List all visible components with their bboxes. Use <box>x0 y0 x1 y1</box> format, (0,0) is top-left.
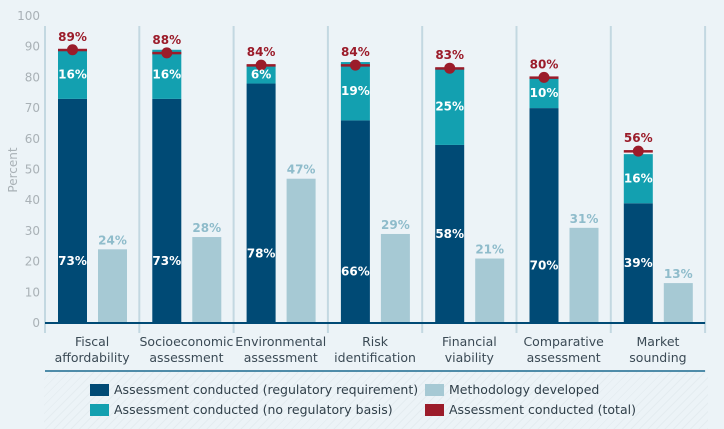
data-label-methodology: 47% <box>287 163 316 177</box>
legend: Assessment conducted (regulatory require… <box>44 372 708 429</box>
bar-regulatory <box>246 83 276 323</box>
data-label-no-regulatory-basis: 6% <box>251 67 271 81</box>
bar-no-regulatory-basis <box>623 154 653 204</box>
y-axis-label: Percent <box>6 147 20 192</box>
category-label: Socioeconomic <box>140 334 234 349</box>
y-tick-label: 0 <box>32 316 40 330</box>
bar-regulatory <box>623 203 653 323</box>
y-tick-label: 90 <box>25 40 40 54</box>
data-label-methodology: 31% <box>570 212 599 226</box>
total-marker <box>444 62 456 74</box>
data-label-regulatory: 73% <box>152 254 181 268</box>
legend-swatch <box>425 383 444 396</box>
legend-item-no-basis: Assessment conducted (no regulatory basi… <box>90 402 393 417</box>
category-label: assessment <box>149 350 223 365</box>
y-tick-label: 50 <box>25 163 40 177</box>
bar-methodology <box>192 237 222 323</box>
legend-swatch <box>425 403 444 416</box>
total-marker <box>161 47 173 59</box>
y-tick-label: 60 <box>25 132 40 146</box>
category-label: Environmental <box>235 334 326 349</box>
data-label-no-regulatory-basis: 10% <box>530 86 559 100</box>
legend-item-regulatory: Assessment conducted (regulatory require… <box>90 382 418 397</box>
category-label: Risk <box>362 334 389 349</box>
data-label-regulatory: 66% <box>341 265 370 279</box>
data-label-no-regulatory-basis: 16% <box>152 67 181 81</box>
data-label-regulatory: 39% <box>624 256 653 270</box>
legend-swatch <box>90 403 109 416</box>
bar-methodology <box>98 249 127 323</box>
legend-label: Methodology developed <box>449 382 600 397</box>
y-tick-label: 80 <box>25 70 40 84</box>
y-tick-label: 20 <box>25 255 40 269</box>
bar-regulatory <box>340 120 370 323</box>
data-label-total: 84% <box>341 45 370 59</box>
category-label: Comparative <box>523 334 604 349</box>
data-label-no-regulatory-basis: 16% <box>624 172 653 186</box>
y-tick-label: 100 <box>17 9 40 23</box>
category-label: assessment <box>244 350 318 365</box>
category-label: Fiscal <box>75 334 109 349</box>
data-label-regulatory: 58% <box>435 227 464 241</box>
data-label-no-regulatory-basis: 25% <box>435 100 464 114</box>
data-label-regulatory: 73% <box>58 254 87 268</box>
y-tick-label: 70 <box>25 101 40 115</box>
total-marker <box>349 59 361 71</box>
bar-regulatory <box>152 98 182 323</box>
data-label-total: 89% <box>58 30 87 44</box>
legend-item-methodology: Methodology developed <box>425 382 599 397</box>
legend-label: Assessment conducted (no regulatory basi… <box>114 402 393 417</box>
data-label-methodology: 21% <box>475 243 504 257</box>
bar-no-regulatory-basis <box>340 62 370 121</box>
bar-no-regulatory-basis <box>246 65 276 84</box>
bar-methodology <box>663 283 693 323</box>
bar-regulatory <box>529 108 559 323</box>
y-tick-label: 30 <box>25 224 40 238</box>
category-label: identification <box>334 350 416 365</box>
category-label: viability <box>445 350 495 365</box>
legend-item-total: Assessment conducted (total) <box>425 402 636 417</box>
total-marker <box>538 71 550 83</box>
category-label: assessment <box>527 350 601 365</box>
legend-label: Assessment conducted (total) <box>449 402 636 417</box>
bar-regulatory <box>58 98 87 323</box>
category-label: Market <box>636 334 679 349</box>
data-label-regulatory: 70% <box>530 259 559 273</box>
bar-no-regulatory-basis <box>435 68 465 145</box>
data-label-total: 56% <box>624 131 653 145</box>
bar-regulatory <box>435 144 465 323</box>
chart: 0 10 20 30 40 50 60 70 80 90 100 Percent 73% 16% 89% 24… <box>6 9 707 372</box>
y-tick-label: 40 <box>25 193 40 207</box>
data-label-methodology: 24% <box>98 233 127 247</box>
data-label-no-regulatory-basis: 19% <box>341 84 370 98</box>
bar-methodology <box>475 258 505 323</box>
data-label-total: 88% <box>152 33 181 47</box>
data-label-methodology: 29% <box>381 218 410 232</box>
y-tick-label: 10 <box>25 285 40 299</box>
data-label-total: 80% <box>530 57 559 71</box>
total-marker <box>255 59 267 71</box>
data-label-total: 84% <box>247 45 276 59</box>
bar-methodology <box>569 227 599 323</box>
bar-methodology <box>380 233 410 323</box>
data-label-no-regulatory-basis: 16% <box>58 67 87 81</box>
category-label: sounding <box>629 350 686 365</box>
total-marker <box>632 145 644 157</box>
category-label: affordability <box>55 350 131 365</box>
category-label: Financial <box>442 334 497 349</box>
bar-methodology <box>286 178 316 323</box>
bar-no-regulatory-basis <box>58 49 87 99</box>
data-label-regulatory: 78% <box>247 246 276 260</box>
data-label-methodology: 28% <box>192 221 221 235</box>
legend-swatch <box>90 383 109 396</box>
total-marker <box>67 44 78 56</box>
data-label-methodology: 13% <box>664 267 693 281</box>
data-label-total: 83% <box>435 48 464 62</box>
legend-label: Assessment conducted (regulatory require… <box>114 382 419 397</box>
